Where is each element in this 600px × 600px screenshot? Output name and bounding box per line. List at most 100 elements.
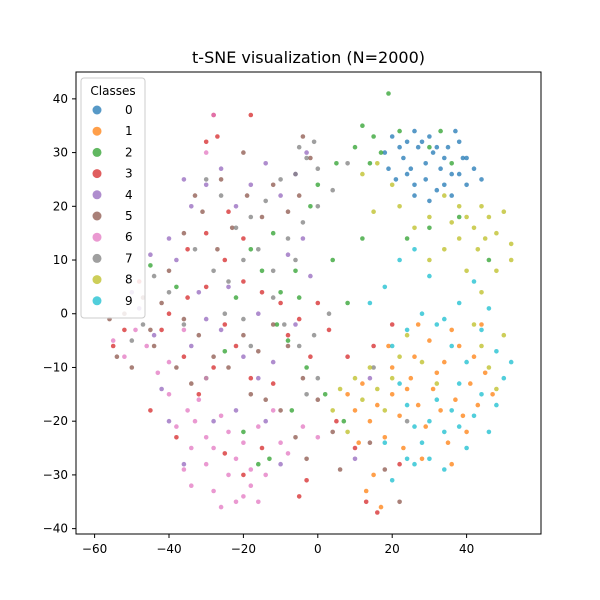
point-class-7 (345, 161, 350, 166)
point-class-8 (389, 375, 395, 381)
point-class-4 (181, 177, 187, 182)
point-class-6 (270, 408, 276, 413)
point-class-6 (211, 488, 216, 494)
point-class-8 (371, 209, 376, 214)
point-class-8 (508, 257, 514, 263)
point-class-2 (255, 461, 261, 467)
point-class-7 (300, 220, 306, 225)
point-class-2 (397, 128, 402, 134)
point-class-8 (456, 236, 462, 241)
point-class-6 (181, 327, 187, 333)
point-class-6 (218, 504, 224, 510)
point-class-9 (449, 343, 455, 349)
point-class-1 (415, 322, 421, 327)
point-class-4 (151, 332, 157, 338)
point-class-4 (203, 182, 209, 188)
point-class-8 (397, 204, 402, 209)
point-class-7 (218, 193, 224, 198)
point-class-4 (285, 252, 291, 257)
point-class-9 (464, 359, 469, 365)
point-class-9 (464, 445, 469, 451)
point-class-2 (285, 338, 291, 343)
point-class-9 (494, 349, 499, 354)
point-class-1 (367, 418, 373, 424)
legend: Classes 0 1 2 3 4 5 6 7 8 9 (80, 77, 146, 319)
point-class-3 (185, 247, 190, 252)
point-class-9 (434, 322, 440, 327)
legend-marker-8 (92, 275, 102, 285)
point-class-2 (486, 257, 492, 263)
point-class-2 (427, 144, 432, 150)
point-class-6 (278, 440, 283, 446)
point-class-3 (285, 332, 291, 338)
point-class-0 (404, 139, 410, 145)
point-class-5 (174, 365, 179, 370)
point-class-7 (166, 290, 172, 295)
point-class-1 (389, 392, 395, 397)
point-class-5 (300, 375, 306, 381)
point-class-2 (241, 429, 246, 435)
point-class-1 (471, 354, 477, 360)
point-class-9 (397, 257, 402, 263)
point-class-9 (442, 429, 447, 435)
legend-marker-2 (92, 147, 102, 157)
point-class-2 (438, 128, 443, 134)
point-class-0 (449, 171, 455, 177)
point-class-8 (471, 225, 477, 231)
point-class-9 (412, 461, 417, 467)
point-class-4 (226, 284, 231, 290)
point-class-4 (196, 290, 202, 295)
point-class-7 (326, 311, 332, 317)
point-class-5 (255, 349, 261, 354)
point-class-5 (248, 392, 254, 397)
point-class-1 (479, 322, 484, 327)
point-class-2 (334, 161, 339, 166)
point-class-8 (479, 290, 484, 295)
point-class-9 (479, 392, 484, 397)
point-class-3 (248, 112, 254, 118)
point-class-1 (430, 386, 436, 392)
point-class-3 (304, 478, 309, 483)
point-class-3 (248, 375, 254, 381)
point-class-3 (185, 295, 190, 300)
point-class-6 (166, 392, 172, 397)
point-class-5 (241, 150, 246, 155)
point-class-3 (122, 327, 127, 333)
point-class-3 (315, 300, 321, 306)
point-class-7 (293, 257, 298, 263)
point-class-4 (300, 236, 306, 241)
point-class-7 (330, 187, 336, 193)
point-class-1 (423, 424, 429, 429)
point-class-7 (241, 316, 246, 322)
point-class-2 (174, 284, 179, 290)
x-tick-label: 0 (314, 542, 322, 556)
point-class-3 (375, 510, 380, 515)
point-class-0 (423, 177, 429, 182)
legend-label-7: 7 (125, 251, 133, 265)
point-class-4 (255, 375, 261, 381)
point-class-8 (471, 322, 477, 327)
point-class-6 (315, 435, 321, 440)
point-class-8 (482, 236, 488, 241)
point-class-1 (404, 386, 410, 392)
point-class-3 (389, 322, 395, 327)
point-class-2 (259, 268, 265, 274)
point-class-6 (218, 413, 224, 419)
point-class-0 (412, 182, 417, 188)
point-class-3 (270, 381, 276, 386)
point-class-4 (304, 150, 309, 155)
point-class-6 (155, 370, 161, 376)
point-class-6 (122, 354, 127, 360)
point-class-0 (404, 171, 410, 177)
point-class-3 (148, 408, 153, 413)
point-class-5 (270, 322, 276, 327)
legend-label-5: 5 (125, 209, 133, 223)
point-class-3 (181, 354, 187, 360)
point-class-2 (289, 408, 295, 413)
point-class-2 (308, 204, 313, 209)
point-class-1 (438, 408, 443, 413)
point-class-8 (449, 220, 455, 225)
point-class-5 (181, 230, 187, 236)
point-class-8 (352, 375, 358, 381)
point-class-9 (479, 327, 484, 333)
